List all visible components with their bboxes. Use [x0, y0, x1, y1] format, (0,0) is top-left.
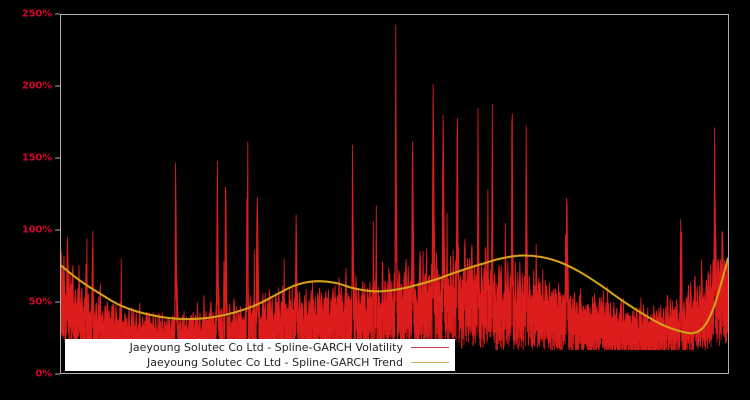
- y-tick-label: 200%: [21, 80, 52, 92]
- legend-entry-trend[interactable]: Jaeyoung Solutec Co Ltd - Spline-GARCH T…: [65, 355, 449, 370]
- y-tick-mark: [55, 301, 60, 303]
- plot-svg: [61, 24, 728, 351]
- y-tick-label: 0%: [35, 368, 52, 380]
- legend-swatch-volatility: [411, 347, 449, 348]
- plot-area: [60, 14, 729, 374]
- y-tick-mark: [55, 85, 60, 87]
- chart-legend: Jaeyoung Solutec Co Ltd - Spline-GARCH V…: [65, 339, 455, 371]
- legend-label-volatility: Jaeyoung Solutec Co Ltd - Spline-GARCH V…: [129, 341, 403, 354]
- y-tick-mark: [55, 229, 60, 231]
- legend-entry-volatility[interactable]: Jaeyoung Solutec Co Ltd - Spline-GARCH V…: [65, 340, 449, 355]
- y-tick-mark: [55, 157, 60, 159]
- y-tick-label: 100%: [21, 224, 52, 236]
- y-axis: 0% 50% 100% 150% 200% 250%: [0, 0, 60, 400]
- legend-label-trend: Jaeyoung Solutec Co Ltd - Spline-GARCH T…: [147, 356, 403, 369]
- series-trend: [61, 254, 728, 335]
- y-tick-mark: [55, 373, 60, 375]
- y-tick-label: 250%: [21, 8, 52, 20]
- series-volatility: [61, 24, 728, 351]
- volatility-spikes: [61, 24, 728, 351]
- y-tick-mark: [55, 13, 60, 15]
- y-tick-label: 150%: [21, 152, 52, 164]
- legend-swatch-trend: [411, 362, 449, 363]
- y-tick-label: 50%: [28, 296, 53, 308]
